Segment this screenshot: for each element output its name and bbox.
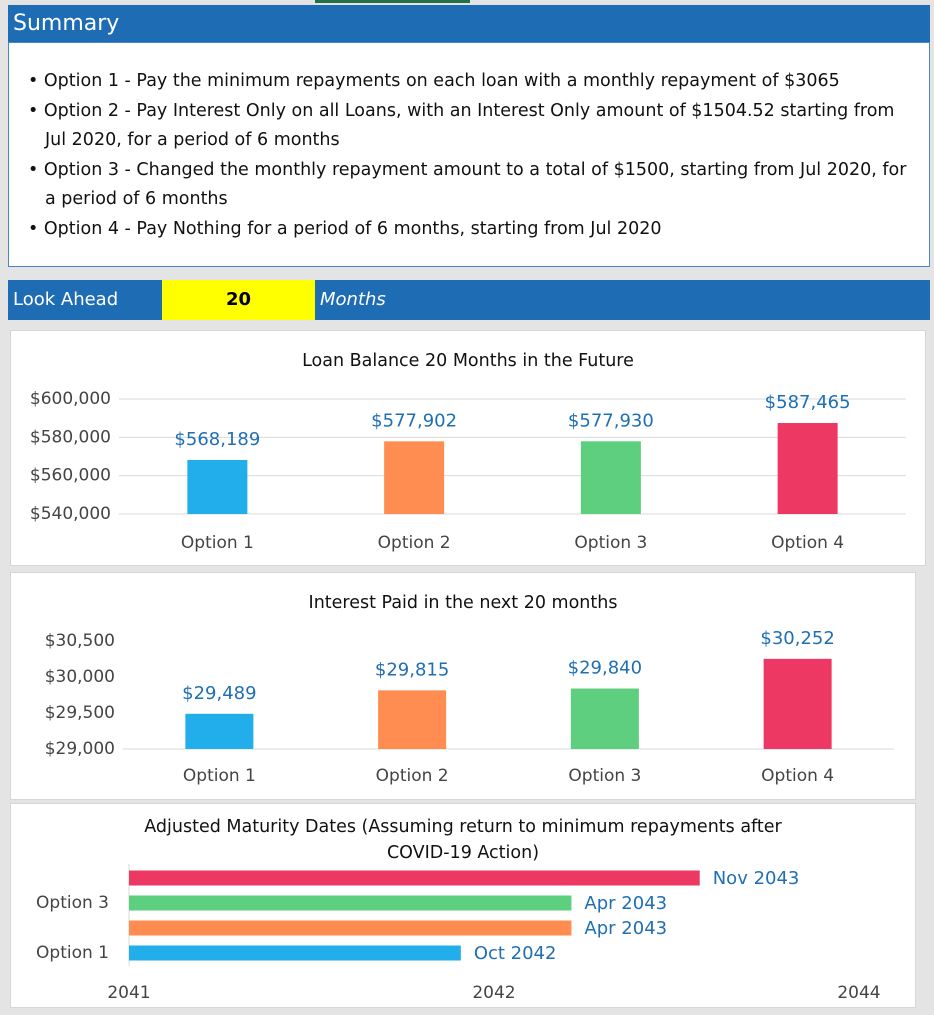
chart-title: Adjusted Maturity Dates (Assuming return… [144,817,782,863]
data-label: $577,902 [371,410,457,431]
y-tick-label: $30,000 [45,667,115,687]
data-label: Nov 2043 [713,868,800,889]
active-tab [315,0,470,3]
y-tick-label: $29,500 [45,703,115,723]
chart: 2041 2042 2044 Oct 2042 Option 1 Apr 2043 Apr … [36,864,881,1003]
data-label: $568,189 [174,429,260,450]
y-tick-label: $29,000 [45,739,115,759]
y-tick-label: Option 3 [36,893,109,913]
x-tick-label: Option 2 [376,766,449,786]
x-tick-label: 2044 [837,983,880,1003]
bar [580,441,641,514]
bar [378,690,447,749]
data-label: $29,489 [182,683,256,704]
x-tick-label: Option 4 [771,533,844,553]
summary-title: Summary [8,5,930,42]
y-tick-label: $560,000 [30,466,111,486]
x-tick-label: 2041 [107,983,150,1003]
bar [384,441,445,514]
look-ahead-unit: Months [320,289,386,310]
bullet: Option 4 - Pay Nothing for a period of 6… [44,215,909,245]
look-ahead-label: Look Ahead [13,289,119,310]
x-tick-label: Option 1 [181,533,254,553]
y-tick-label: $540,000 [30,504,111,524]
chart: $540,000 $560,000 $580,000 $600,000 $568,189… [30,389,906,553]
chart-title: Interest Paid in the next 20 months [308,593,618,613]
x-tick-label: Option 1 [183,766,256,786]
look-ahead-value[interactable]: 20 [162,280,315,320]
y-tick-label: $30,500 [45,631,115,651]
bar [129,945,461,961]
data-label: Apr 2043 [584,918,667,939]
data-label: Apr 2043 [584,893,667,914]
x-tick-label: Option 3 [574,533,647,553]
x-tick-label: Option 2 [378,533,451,553]
data-label: $29,840 [568,658,642,679]
chart: $29,000 $29,500 $30,000 $30,500 $29,489 Optio… [45,628,894,786]
y-tick-label: $600,000 [30,389,111,409]
bullet: Option 1 - Pay the minimum repayments on… [44,67,909,97]
bar [185,713,254,749]
x-tick-label: Option 3 [568,766,641,786]
data-label: $577,930 [568,410,654,431]
bar [129,895,572,911]
bar [187,459,248,514]
chart-panel: Adjusted Maturity Dates (Assuming return… [10,803,916,1008]
x-tick-label: Option 4 [761,766,834,786]
bullet: Option 3 - Changed the monthly repayment… [44,156,909,215]
summary-box: Option 1 - Pay the minimum repayments on… [8,42,930,267]
y-tick-label: Option 1 [36,943,109,963]
bullet: Option 2 - Pay Interest Only on all Loan… [44,97,909,156]
x-tick-label: 2042 [472,983,515,1003]
data-label: $587,465 [765,392,851,413]
data-label: Oct 2042 [474,943,557,964]
y-tick-label: $580,000 [30,427,111,447]
bar [777,423,838,514]
bar [129,870,700,886]
chart-panel: Loan Balance 20 Months in the Future $54… [10,330,926,566]
bar [570,688,639,749]
data-label: $29,815 [375,659,449,680]
bar [763,658,832,749]
look-ahead-row: Look Ahead 20 Months [8,280,930,320]
bar [129,920,572,936]
chart-title: Loan Balance 20 Months in the Future [302,351,634,371]
data-label: $30,252 [760,628,834,649]
chart-panel: Interest Paid in the next 20 months $29,… [10,572,916,800]
